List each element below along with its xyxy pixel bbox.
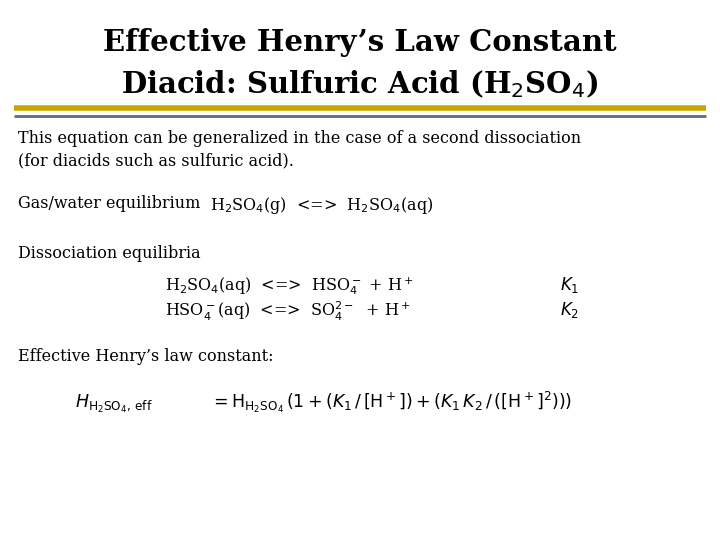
Text: $= \mathrm{H_{H_2SO_4}}\,(1 + (\mathit{K}_1\,/\,[\mathrm{H}^+]) + (\mathit{K}_1\: $= \mathrm{H_{H_2SO_4}}\,(1 + (\mathit{K… — [210, 390, 572, 415]
Text: Effective Henry’s Law Constant: Effective Henry’s Law Constant — [103, 28, 617, 57]
Text: Diacid: Sulfuric Acid (H$_2$SO$_4$): Diacid: Sulfuric Acid (H$_2$SO$_4$) — [122, 68, 598, 99]
Text: H$_2$SO$_4$(g)  <=>  H$_2$SO$_4$(aq): H$_2$SO$_4$(g) <=> H$_2$SO$_4$(aq) — [210, 195, 433, 216]
Text: H$_2$SO$_4$(aq)  <=>  HSO$_4^-$ + H$^+$: H$_2$SO$_4$(aq) <=> HSO$_4^-$ + H$^+$ — [165, 275, 414, 297]
Text: $\mathit{K}_1$: $\mathit{K}_1$ — [560, 275, 580, 295]
Text: Effective Henry’s law constant:: Effective Henry’s law constant: — [18, 348, 274, 365]
Text: Gas/water equilibrium: Gas/water equilibrium — [18, 195, 200, 212]
Text: This equation can be generalized in the case of a second dissociation: This equation can be generalized in the … — [18, 130, 581, 147]
Text: Dissociation equilibria: Dissociation equilibria — [18, 245, 201, 262]
Text: (for diacids such as sulfuric acid).: (for diacids such as sulfuric acid). — [18, 152, 294, 169]
Text: $\mathit{K}_2$: $\mathit{K}_2$ — [560, 300, 579, 320]
Text: HSO$_4^-$(aq)  <=>  SO$_4^{2-}$  + H$^+$: HSO$_4^-$(aq) <=> SO$_4^{2-}$ + H$^+$ — [165, 300, 411, 323]
Text: $\mathit{H}_{\mathrm{H_2SO_4,\,eff}}$: $\mathit{H}_{\mathrm{H_2SO_4,\,eff}}$ — [75, 393, 153, 415]
